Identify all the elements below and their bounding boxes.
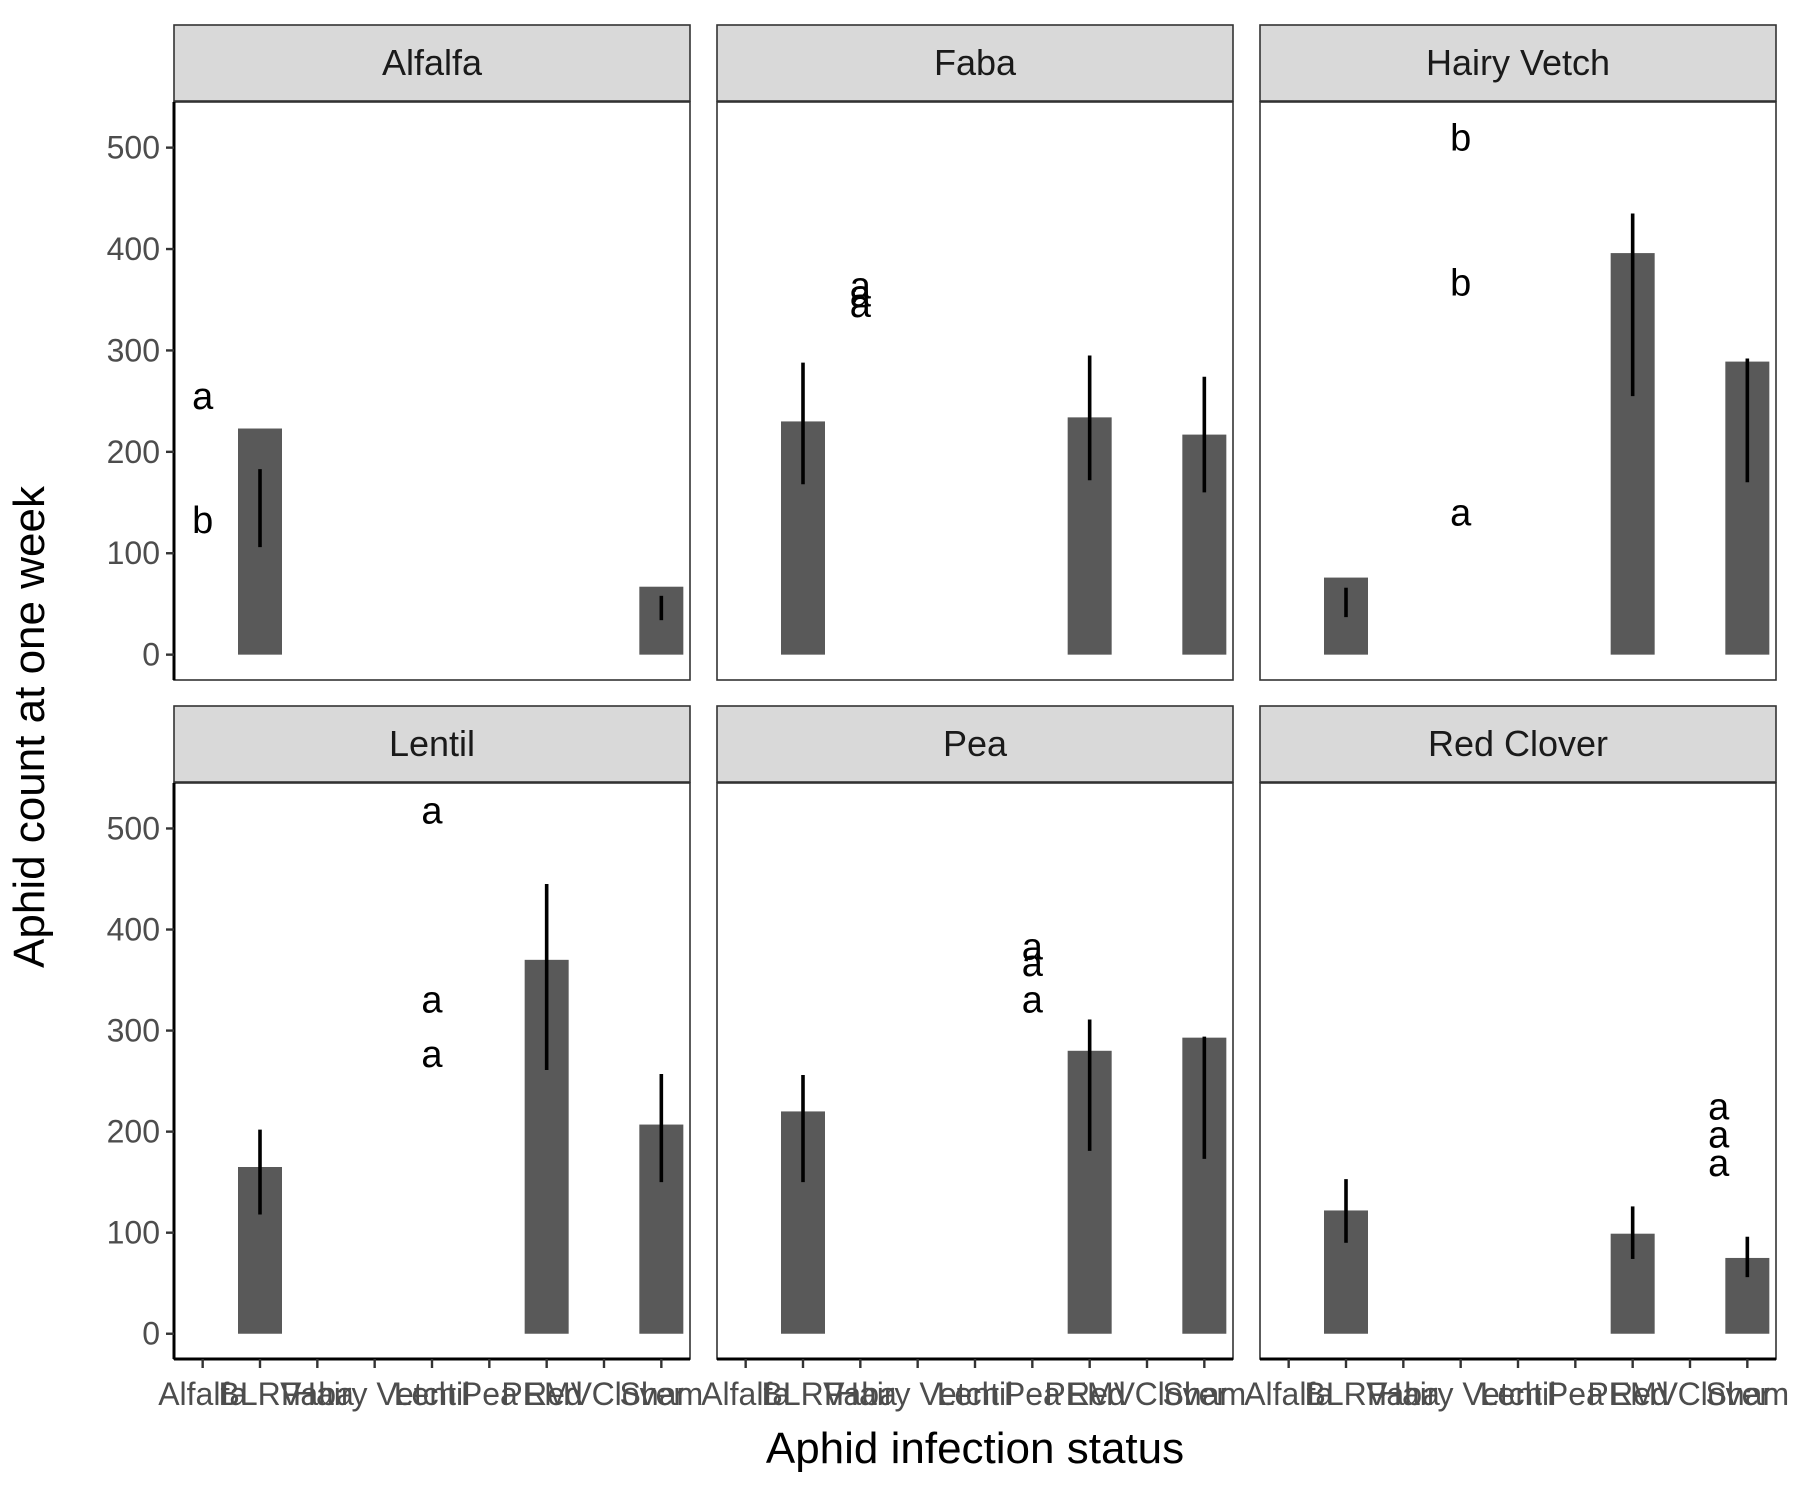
x-tick-label: Lentil <box>937 1376 1014 1412</box>
significance-letter: a <box>1022 979 1044 1021</box>
x-tick-label: Lentil <box>1480 1376 1557 1412</box>
y-tick-label: 400 <box>107 231 160 267</box>
significance-letter: a <box>850 266 872 308</box>
x-tick-label: Lentil <box>394 1376 471 1412</box>
x-tick-label: Hairy Vetch <box>836 1376 1000 1412</box>
significance-letter: a <box>421 1034 443 1076</box>
x-tick-label: Sham <box>1163 1376 1247 1412</box>
x-tick-label: Pea <box>1004 1376 1061 1412</box>
facet-strip <box>173 705 691 783</box>
significance-letter: b <box>1450 117 1471 159</box>
facet-strip-label: Red Clover <box>1428 723 1608 764</box>
x-tick-label: PEMV <box>501 1376 592 1412</box>
facet-strip <box>1259 24 1777 102</box>
y-tick-label: 100 <box>107 535 160 571</box>
x-tick-label: Alfalfa <box>158 1376 247 1412</box>
facet-strip-label: Lentil <box>389 723 475 764</box>
y-tick-label: 300 <box>107 332 160 368</box>
facet-strip-label: Faba <box>934 42 1017 83</box>
x-tick-label: Alfalfa <box>701 1376 790 1412</box>
facet-strip-label: Alfalfa <box>382 42 483 83</box>
panel-alfalfa: Alfalfa a b 0 100 200 300 400 500 <box>107 24 691 681</box>
y-tick-label: 100 <box>107 1215 160 1251</box>
facet-strip-label: Hairy Vetch <box>1426 42 1610 83</box>
x-tick-label: Hairy Vetch <box>1379 1376 1543 1412</box>
panel-faba: Faba aaa <box>716 24 1234 681</box>
y-tick-label: 500 <box>107 810 160 846</box>
x-tick-label: Faba <box>281 1376 354 1412</box>
x-tick-label: Alfalfa <box>1244 1376 1333 1412</box>
y-axis-title: Aphid count at one week <box>5 485 54 968</box>
x-tick-label: BLRV <box>761 1376 845 1412</box>
x-tick-label: PEMV <box>1587 1376 1678 1412</box>
significance-letter: a <box>1022 943 1044 985</box>
x-tick-label: Pea <box>461 1376 518 1412</box>
significance-letter: a <box>1708 1086 1730 1128</box>
x-tick-label: Pea <box>1547 1376 1604 1412</box>
significance-letter: a <box>850 274 872 316</box>
panel-hairy-vetch: Hairy Vetch b b a <box>1259 24 1777 681</box>
x-tick-label: Red Clover <box>524 1376 684 1412</box>
significance-letter: a <box>421 979 443 1021</box>
facet-strip <box>173 24 691 102</box>
x-tick-label: BLRV <box>1304 1376 1388 1412</box>
x-tick-label: PEMV <box>1044 1376 1135 1412</box>
x-tick-label: Hairy Vetch <box>293 1376 457 1412</box>
y-tick-label: 0 <box>142 1316 160 1352</box>
x-tick-label: Faba <box>1367 1376 1440 1412</box>
y-tick-label: 200 <box>107 1114 160 1150</box>
significance-letter: a <box>192 376 214 418</box>
x-tick-label: BLRV <box>218 1376 302 1412</box>
significance-letter: a <box>1708 1143 1730 1185</box>
significance-letter: a <box>1022 927 1044 969</box>
x-tick-label: Red Clover <box>1067 1376 1227 1412</box>
facet-strip <box>716 24 1234 102</box>
y-tick-label: 0 <box>142 637 160 673</box>
x-axis-title: Aphid infection status <box>766 1424 1184 1473</box>
significance-letter: b <box>1450 262 1471 304</box>
x-tick-label: Red Clover <box>1610 1376 1770 1412</box>
y-tick-label: 400 <box>107 912 160 948</box>
y-tick-label: 200 <box>107 434 160 470</box>
significance-letter: a <box>1708 1115 1730 1157</box>
x-tick-label: Sham <box>620 1376 704 1412</box>
facet-strip-label: Pea <box>943 723 1008 764</box>
panel-lentil: Lentilaaa0100200300400500AlfalfaBLRVFaba… <box>107 705 704 1412</box>
significance-letter: a <box>850 284 872 326</box>
significance-letter: a <box>421 790 443 832</box>
facet-strip <box>1259 705 1777 783</box>
x-tick-label: Faba <box>824 1376 897 1412</box>
facet-strip <box>716 705 1234 783</box>
x-tick-label: Sham <box>1706 1376 1790 1412</box>
y-tick-label: 500 <box>107 130 160 166</box>
y-tick-label: 300 <box>107 1013 160 1049</box>
significance-letter: b <box>192 500 213 542</box>
significance-letter: a <box>1450 493 1472 535</box>
